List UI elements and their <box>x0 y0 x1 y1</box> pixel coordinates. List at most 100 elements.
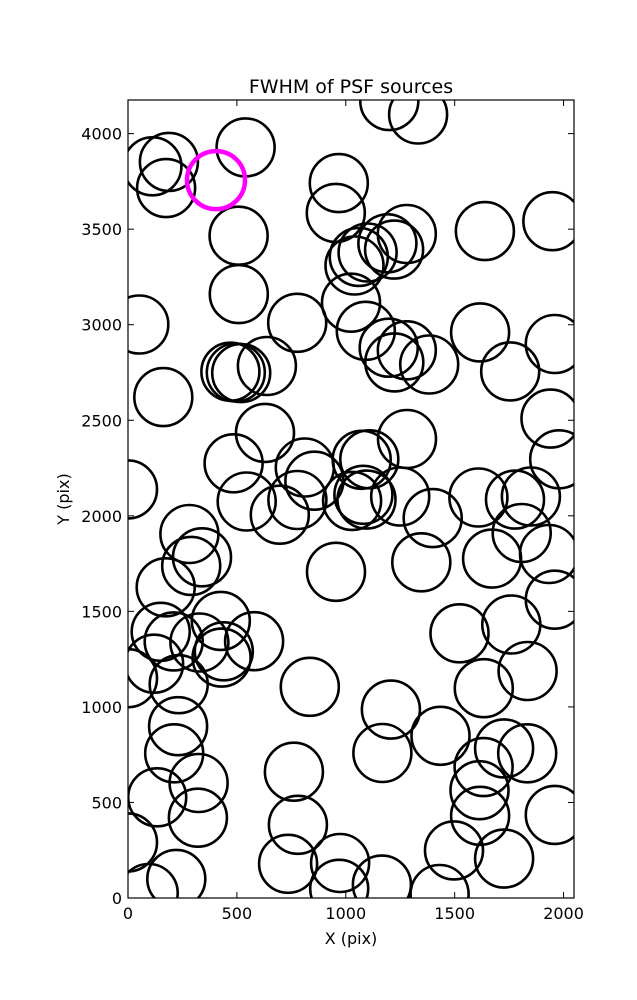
source-marker <box>448 467 509 528</box>
source-marker <box>249 484 311 546</box>
source-marker <box>409 863 470 898</box>
source-marker <box>429 602 490 664</box>
source-marker <box>308 858 370 898</box>
y-tick-label: 1000 <box>81 698 122 717</box>
source-marker <box>338 428 400 490</box>
source-marker <box>387 100 449 145</box>
source-marker <box>143 611 204 672</box>
source-marker <box>133 366 194 428</box>
source-marker <box>135 556 196 618</box>
source-marker <box>500 466 562 527</box>
source-marker <box>358 317 420 379</box>
source-marker <box>363 219 425 280</box>
source-marker <box>333 464 394 526</box>
source-marker <box>357 213 418 274</box>
source-marker <box>169 612 230 673</box>
source-marker <box>359 100 420 132</box>
y-tick-label: 2000 <box>81 507 122 526</box>
source-marker <box>352 722 413 784</box>
source-marker <box>522 190 574 252</box>
highlighted-source-marker <box>184 148 248 212</box>
source-marker <box>216 471 277 532</box>
source-marker <box>336 469 397 530</box>
source-marker <box>200 341 261 403</box>
source-marker <box>171 526 233 588</box>
source-marker <box>449 785 511 847</box>
source-marker <box>453 736 514 798</box>
source-marker <box>410 705 471 767</box>
source-marker <box>147 695 209 757</box>
source-marker <box>321 470 383 532</box>
source-marker <box>223 610 285 672</box>
source-marker <box>309 832 371 894</box>
source-marker <box>480 594 542 655</box>
source-marker <box>236 335 298 397</box>
x-tick-label: 500 <box>222 904 253 923</box>
source-marker <box>193 620 255 682</box>
y-axis-label: Y (pix) <box>54 473 73 525</box>
source-marker <box>454 200 516 262</box>
source-marker <box>257 833 319 895</box>
source-marker <box>135 157 197 219</box>
source-marker <box>360 679 422 740</box>
source-marker <box>524 313 574 375</box>
ticks-layer: 0 500 1000 1500 2000 0 500 1000 1500 2000 2500 3000… <box>81 100 584 923</box>
source-marker <box>518 523 574 585</box>
y-tick-label: 4000 <box>81 125 122 144</box>
source-marker <box>266 292 328 354</box>
source-marker <box>128 647 159 709</box>
source-marker <box>234 402 296 464</box>
y-tick-label: 3000 <box>81 316 122 335</box>
y-tick-label: 0 <box>112 889 122 908</box>
source-marker <box>376 319 438 381</box>
source-marker <box>208 263 270 325</box>
x-tick-label: 2000 <box>543 904 584 923</box>
x-tick-label: 1000 <box>325 904 366 923</box>
source-marker <box>402 487 464 549</box>
source-marker <box>369 466 431 527</box>
source-marker <box>324 235 385 296</box>
source-marker <box>308 152 370 214</box>
source-marker <box>148 653 209 715</box>
chart-title: FWHM of PSF sources <box>249 76 453 98</box>
source-marker <box>398 334 460 395</box>
source-marker <box>160 535 222 597</box>
source-marker <box>449 759 510 821</box>
source-marker <box>320 272 382 334</box>
source-marker <box>279 656 341 718</box>
source-marker <box>497 640 558 702</box>
source-marker <box>423 820 485 881</box>
source-marker <box>190 590 252 652</box>
source-marker <box>128 812 159 873</box>
source-marker <box>138 131 200 193</box>
source-marker <box>453 657 515 719</box>
y-tick-label: 3500 <box>81 220 122 239</box>
y-tick-label: 1500 <box>81 602 122 621</box>
source-marker <box>473 718 535 779</box>
plot-frame <box>127 99 575 899</box>
x-tick-label: 1500 <box>434 904 475 923</box>
source-marker <box>473 828 535 889</box>
source-marker <box>496 722 558 784</box>
source-marker <box>128 459 159 520</box>
source-marker <box>168 752 229 814</box>
x-axis-label: X (pix) <box>325 929 378 948</box>
markers-layer <box>128 100 574 898</box>
source-marker <box>146 848 207 898</box>
source-marker <box>128 862 179 898</box>
source-marker <box>484 469 546 530</box>
source-marker <box>376 203 438 265</box>
source-marker <box>263 741 325 803</box>
source-marker <box>363 332 425 393</box>
y-tick-label: 2500 <box>81 411 122 430</box>
source-marker <box>449 302 511 363</box>
source-marker <box>390 531 452 593</box>
source-marker <box>520 388 574 449</box>
source-marker <box>267 469 328 531</box>
y-tick-label: 500 <box>91 793 122 812</box>
x-tick-label: 0 <box>123 904 133 923</box>
source-marker <box>479 341 541 402</box>
source-marker <box>128 294 170 355</box>
source-marker <box>267 794 329 856</box>
